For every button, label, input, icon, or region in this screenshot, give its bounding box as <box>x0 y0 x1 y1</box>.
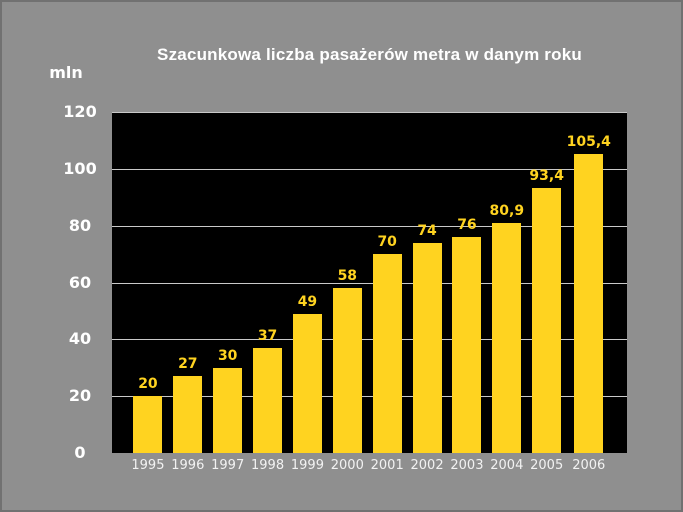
bar-slot-1996: 27 1996 <box>168 112 208 473</box>
x-axis-label: 1999 <box>290 458 324 473</box>
bar-slot-2005: 93,4 2005 <box>527 112 567 473</box>
x-axis-label: 1998 <box>251 458 285 473</box>
chart-title: Szacunkowa liczba pasażerów metra w dany… <box>157 45 582 64</box>
bar <box>292 313 322 453</box>
bar-value-label: 70 <box>377 234 397 251</box>
bar <box>133 396 163 453</box>
gridline-40 <box>112 339 627 341</box>
bar-slot-2001: 70 2001 <box>367 112 407 473</box>
bar-slot-2006: 105,4 2006 <box>566 112 611 473</box>
gridline-80 <box>112 225 627 227</box>
bar-slot-2003: 76 2003 <box>447 112 487 473</box>
y-tick-label-40: 40 <box>68 329 92 349</box>
bar <box>372 254 402 453</box>
bar-slot-2004: 80,9 2004 <box>487 112 527 473</box>
plot-area: 20 1995 27 1996 30 1997 37 1998 49 1999 58 2000 70 20… <box>112 112 627 473</box>
x-axis-label: 1995 <box>131 458 165 473</box>
bar-value-label: 37 <box>257 327 278 344</box>
y-tick-label-20: 20 <box>68 386 92 406</box>
gridline-60 <box>112 282 627 284</box>
y-axis-unit-label: mln <box>49 63 83 82</box>
bar-slot-1998: 37 1998 <box>248 112 288 473</box>
bar-value-label: 30 <box>217 347 238 364</box>
x-axis-label: 2001 <box>370 458 404 473</box>
bar-value-label: 105,4 <box>566 133 611 150</box>
x-axis-label: 1997 <box>211 458 245 473</box>
x-axis-label: 2005 <box>530 458 564 473</box>
bar <box>173 376 203 453</box>
bar-slot-1995: 20 1995 <box>128 112 168 473</box>
x-axis-label: 2002 <box>410 458 444 473</box>
y-tick-label-60: 60 <box>68 272 92 292</box>
bar-slot-2002: 74 2002 <box>407 112 447 473</box>
bar-value-label: 74 <box>417 222 437 239</box>
bar <box>452 237 482 453</box>
bar-value-label: 27 <box>178 356 198 373</box>
bar-slot-2000: 58 2000 <box>327 112 367 473</box>
x-axis-label: 2004 <box>490 458 524 473</box>
gridline-20 <box>112 396 627 398</box>
x-axis-label: 2006 <box>572 458 606 473</box>
bar-slot-1997: 30 1997 <box>208 112 248 473</box>
bar-value-label: 58 <box>337 268 358 285</box>
bar <box>213 367 243 453</box>
x-axis-label: 2000 <box>330 458 364 473</box>
bar <box>332 288 362 453</box>
bar <box>253 347 283 453</box>
bar-value-label: 93,4 <box>529 167 564 184</box>
x-axis-label: 1996 <box>171 458 205 473</box>
y-tick-label-0: 0 <box>74 443 86 462</box>
bar-value-label: 49 <box>297 293 318 310</box>
bar <box>492 223 522 453</box>
bar <box>412 242 442 453</box>
bar-series: 20 1995 27 1996 30 1997 37 1998 49 1999 58 2000 70 20… <box>128 112 611 473</box>
bar <box>574 153 604 453</box>
bar-value-label: 20 <box>138 376 158 393</box>
bar-value-label: 76 <box>457 217 477 234</box>
y-tick-label-80: 80 <box>68 215 92 235</box>
bar-slot-1999: 49 1999 <box>288 112 328 473</box>
y-tick-label-120: 120 <box>63 102 97 121</box>
y-axis: 0 20 40 60 80 100 120 <box>50 0 110 512</box>
gridline-100 <box>112 168 627 170</box>
bar <box>532 187 562 453</box>
gridline-120 <box>112 112 627 113</box>
x-axis-label: 2003 <box>450 458 484 473</box>
bar-value-label: 80,9 <box>489 203 525 220</box>
y-tick-label-100: 100 <box>63 158 97 178</box>
